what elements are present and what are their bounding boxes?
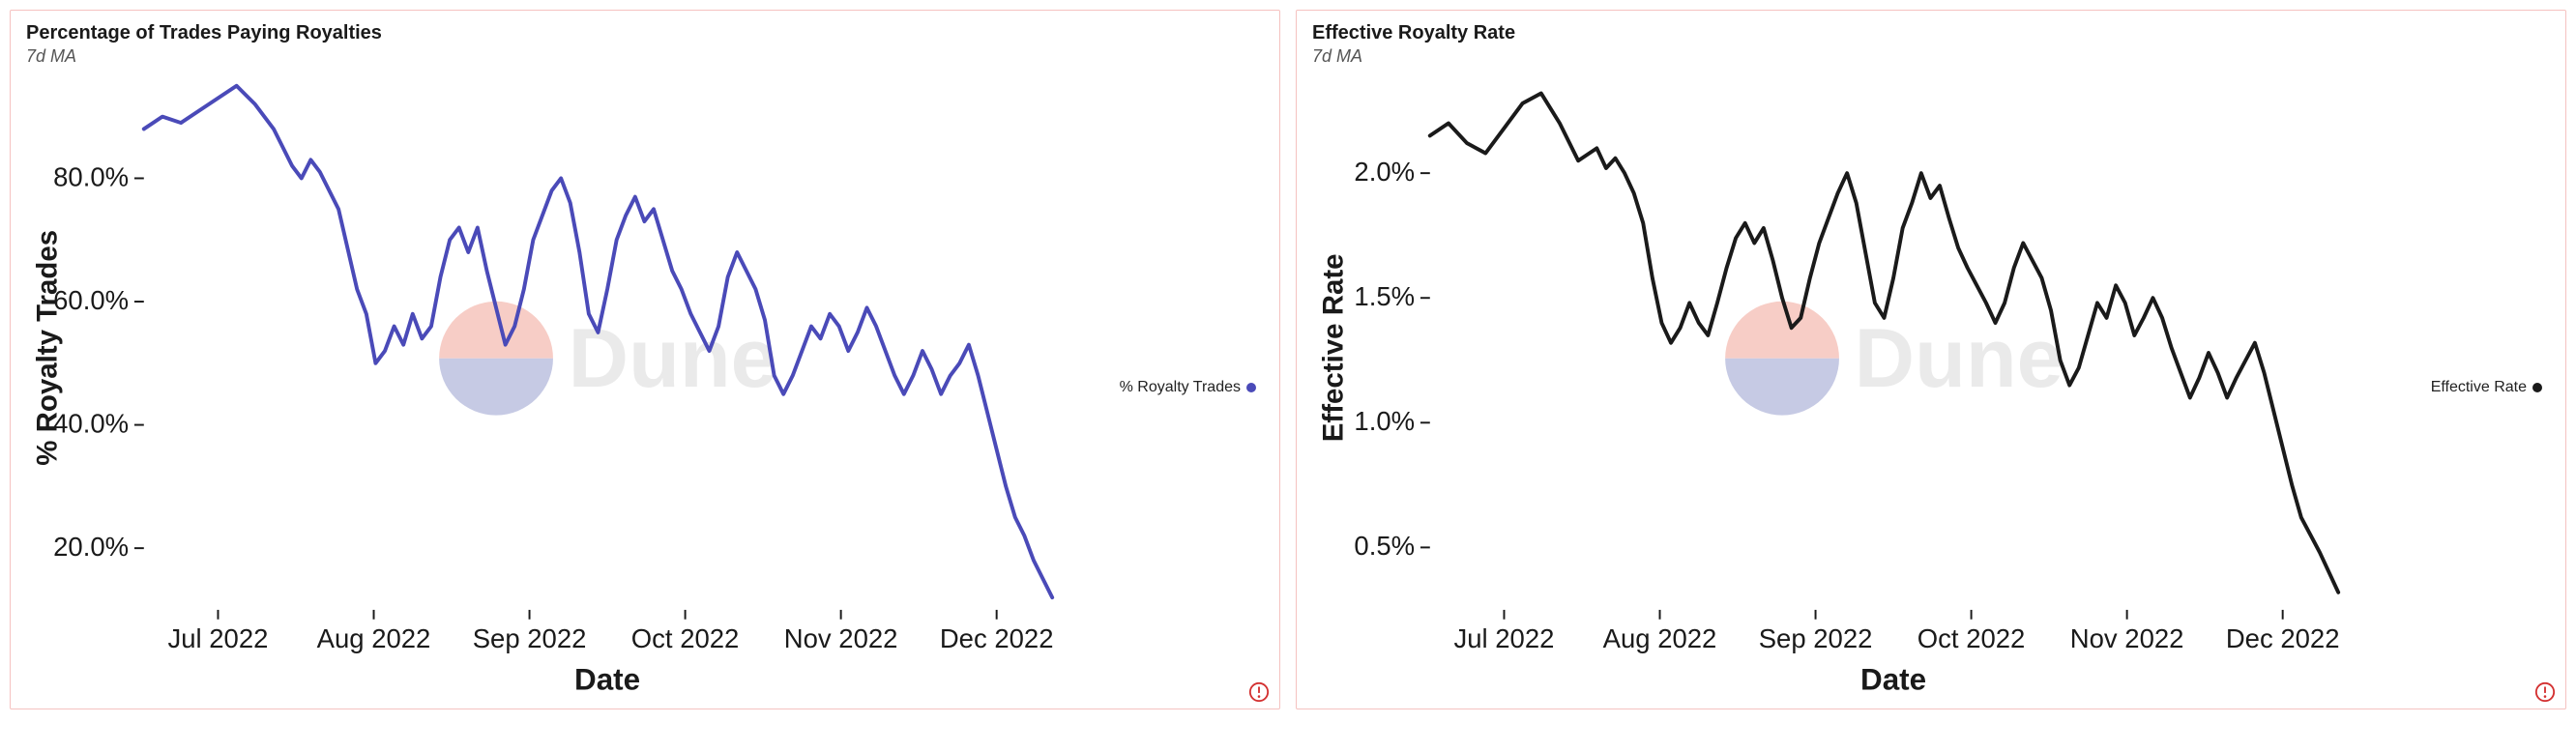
- svg-text:Date: Date: [574, 662, 640, 696]
- svg-text:Dune: Dune: [1855, 312, 2064, 405]
- legend-label: Effective Rate: [2431, 379, 2527, 396]
- legend-item[interactable]: % Royalty Trades: [1120, 379, 1256, 396]
- svg-text:Date: Date: [1860, 662, 1926, 696]
- svg-text:Sep 2022: Sep 2022: [473, 623, 587, 653]
- svg-text:1.5%: 1.5%: [1354, 281, 1415, 311]
- svg-text:Effective Rate: Effective Rate: [1317, 253, 1349, 442]
- svg-text:Nov 2022: Nov 2022: [784, 623, 898, 653]
- svg-text:Jul 2022: Jul 2022: [168, 623, 269, 653]
- chart-card-effective-rate: Effective Royalty Rate 7d MA Dune 0.5% 1.0…: [1296, 10, 2566, 709]
- svg-text:Oct 2022: Oct 2022: [1917, 623, 2026, 653]
- legend-dot-icon: [1246, 383, 1256, 392]
- svg-text:2.0%: 2.0%: [1354, 157, 1415, 187]
- plot-area: Dune 0.5% 1.0% 1.5% 2.0% Effective Rate Jul 20…: [1312, 74, 2376, 701]
- chart-svg: Dune 0.5% 1.0% 1.5% 2.0% Effective Rate Jul 20…: [1312, 74, 2376, 701]
- svg-text:Oct 2022: Oct 2022: [631, 623, 740, 653]
- svg-text:Dec 2022: Dec 2022: [940, 623, 1054, 653]
- svg-text:Jul 2022: Jul 2022: [1454, 623, 1555, 653]
- svg-text:Dec 2022: Dec 2022: [2226, 623, 2340, 653]
- legend: % Royalty Trades: [1090, 74, 1264, 701]
- svg-text:Sep 2022: Sep 2022: [1759, 623, 1873, 653]
- plot-area: Dune20.0%40.0%60.0%80.0%% Royalty Trades…: [26, 74, 1090, 701]
- legend: Effective Rate: [2376, 74, 2550, 701]
- svg-text:% Royalty Trades: % Royalty Trades: [31, 230, 63, 466]
- svg-text:1.0%: 1.0%: [1354, 406, 1415, 436]
- alert-icon[interactable]: [2534, 681, 2556, 703]
- chart-card-royalty-pct: Percentage of Trades Paying Royalties 7d…: [10, 10, 1280, 709]
- chart-title: Effective Royalty Rate: [1312, 22, 2550, 44]
- svg-text:Aug 2022: Aug 2022: [317, 623, 431, 653]
- chart-body: Dune 0.5% 1.0% 1.5% 2.0% Effective Rate Jul 20…: [1312, 74, 2550, 701]
- svg-text:40.0%: 40.0%: [53, 408, 129, 438]
- chart-body: Dune20.0%40.0%60.0%80.0%% Royalty Trades…: [26, 74, 1264, 701]
- svg-text:80.0%: 80.0%: [53, 161, 129, 191]
- svg-text:Aug 2022: Aug 2022: [1603, 623, 1717, 653]
- chart-subtitle: 7d MA: [26, 46, 1264, 67]
- legend-item[interactable]: Effective Rate: [2431, 379, 2542, 396]
- chart-title: Percentage of Trades Paying Royalties: [26, 22, 1264, 44]
- svg-text:20.0%: 20.0%: [53, 532, 129, 562]
- chart-svg: Dune20.0%40.0%60.0%80.0%% Royalty Trades…: [26, 74, 1090, 701]
- legend-label: % Royalty Trades: [1120, 379, 1241, 396]
- svg-text:60.0%: 60.0%: [53, 285, 129, 315]
- chart-subtitle: 7d MA: [1312, 46, 2550, 67]
- alert-icon[interactable]: [1248, 681, 1270, 703]
- svg-text:0.5%: 0.5%: [1354, 531, 1415, 561]
- svg-text:Nov 2022: Nov 2022: [2070, 623, 2184, 653]
- legend-dot-icon: [2532, 383, 2542, 392]
